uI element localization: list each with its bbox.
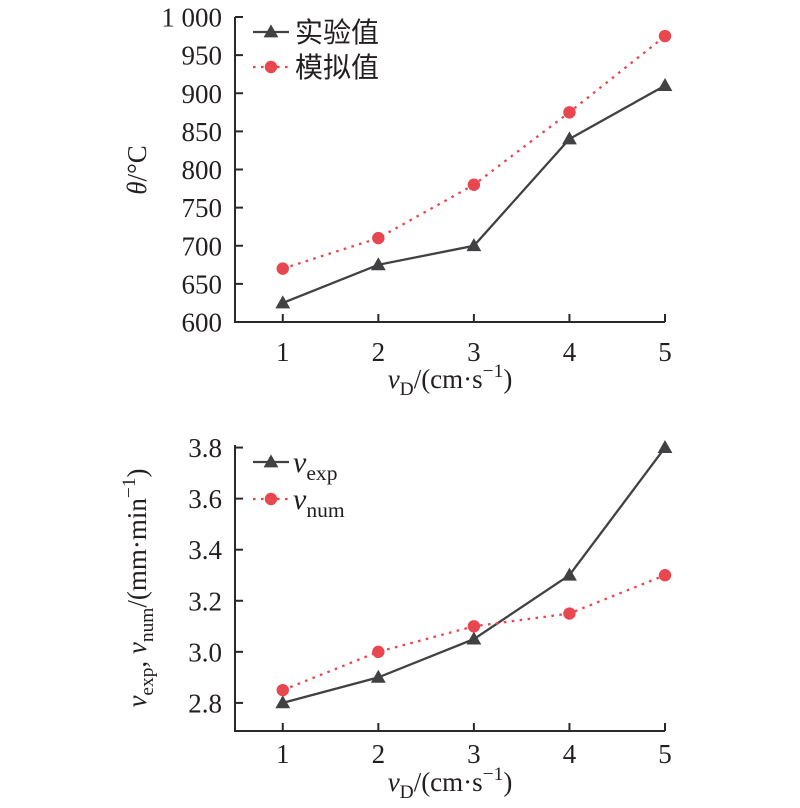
x-tick-label: 2 [372,739,386,769]
y-tick-label: 3.4 [188,535,222,565]
series-marker-experimental [657,78,673,92]
series-marker-v_num [276,683,289,697]
x-tick-label: 3 [467,739,481,769]
series-line-experimental [282,84,666,304]
series-marker-v_num [563,607,576,620]
y-tick-label: 1 000 [161,3,222,33]
series-marker-simulated [467,178,481,191]
series-marker-v_exp [370,669,386,683]
y-tick-label: 3.2 [188,586,222,616]
y-axis-label: vexp, vnum/(mm·min−1) [119,468,158,707]
x-tick-label: 4 [563,739,577,769]
legend-label-experimental: 实验值 [295,17,379,49]
legend-label-v_exp: vexp [293,446,338,485]
x-tick-label: 1 [276,337,290,367]
series-marker-experimental [562,131,577,145]
series-marker-simulated [276,262,289,275]
y-tick-label: 850 [182,117,223,147]
series-marker-v_num [467,620,481,633]
legend-marker-experimental [263,24,279,38]
y-tick-label: 2.8 [188,688,222,718]
y-tick-label: 650 [182,269,223,299]
series-marker-v_exp [562,567,577,581]
series-line-v_exp [282,446,666,705]
legend-label-simulated: 模拟值 [295,52,379,84]
series-marker-simulated [658,29,672,43]
x-axis-label: vD/(cm·s−1) [388,764,513,803]
y-tick-label: 700 [182,231,223,261]
series-marker-simulated [372,231,385,245]
x-tick-label: 5 [658,739,672,769]
x-axis-label: vD/(cm·s−1) [388,361,513,400]
y-tick-label: 950 [182,41,223,71]
y-tick-label: 800 [182,155,223,185]
axis-spines [234,445,665,732]
legend-label-v_num: vnum [293,483,345,522]
y-tick-label: 750 [182,193,223,223]
y-tick-label: 600 [182,308,223,338]
x-tick-label: 1 [276,739,290,769]
y-axis-label: θ/°C [122,145,152,195]
x-tick-label: 3 [467,337,481,367]
y-tick-label: 3.8 [188,433,222,463]
series-marker-experimental [370,257,386,271]
series-marker-v_exp [275,695,291,709]
series-marker-v_exp [466,631,482,645]
legend-marker-v_num [264,492,278,506]
series-marker-v_num [372,645,385,659]
series-marker-v_num [658,569,672,582]
series-marker-v_exp [657,439,673,453]
series-marker-experimental [466,238,482,252]
y-tick-label: 900 [182,79,223,109]
legend-marker-v_exp [263,454,279,468]
velocity-chart: 2.8 3.0 3.2 3.4 3.6 3.8 1 2 3 4 5 vD/(cm·s−1) vexp, … [119,433,673,803]
legend-marker-simulated [264,60,278,74]
x-tick-label: 5 [658,337,672,367]
x-tick-label: 4 [563,337,577,367]
y-tick-label: 3.6 [188,484,222,514]
y-tick-label: 3.0 [188,637,222,667]
series-marker-simulated [563,106,576,119]
x-tick-label: 2 [372,337,386,367]
temperature-chart: 600 650 700 750 800 850 900 950 1 000 1 2 3 4 5 vD/(cm… [122,3,673,400]
series-marker-experimental [275,295,291,309]
